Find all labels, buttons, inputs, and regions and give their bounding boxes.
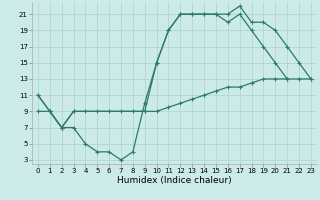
X-axis label: Humidex (Indice chaleur): Humidex (Indice chaleur) [117, 176, 232, 185]
